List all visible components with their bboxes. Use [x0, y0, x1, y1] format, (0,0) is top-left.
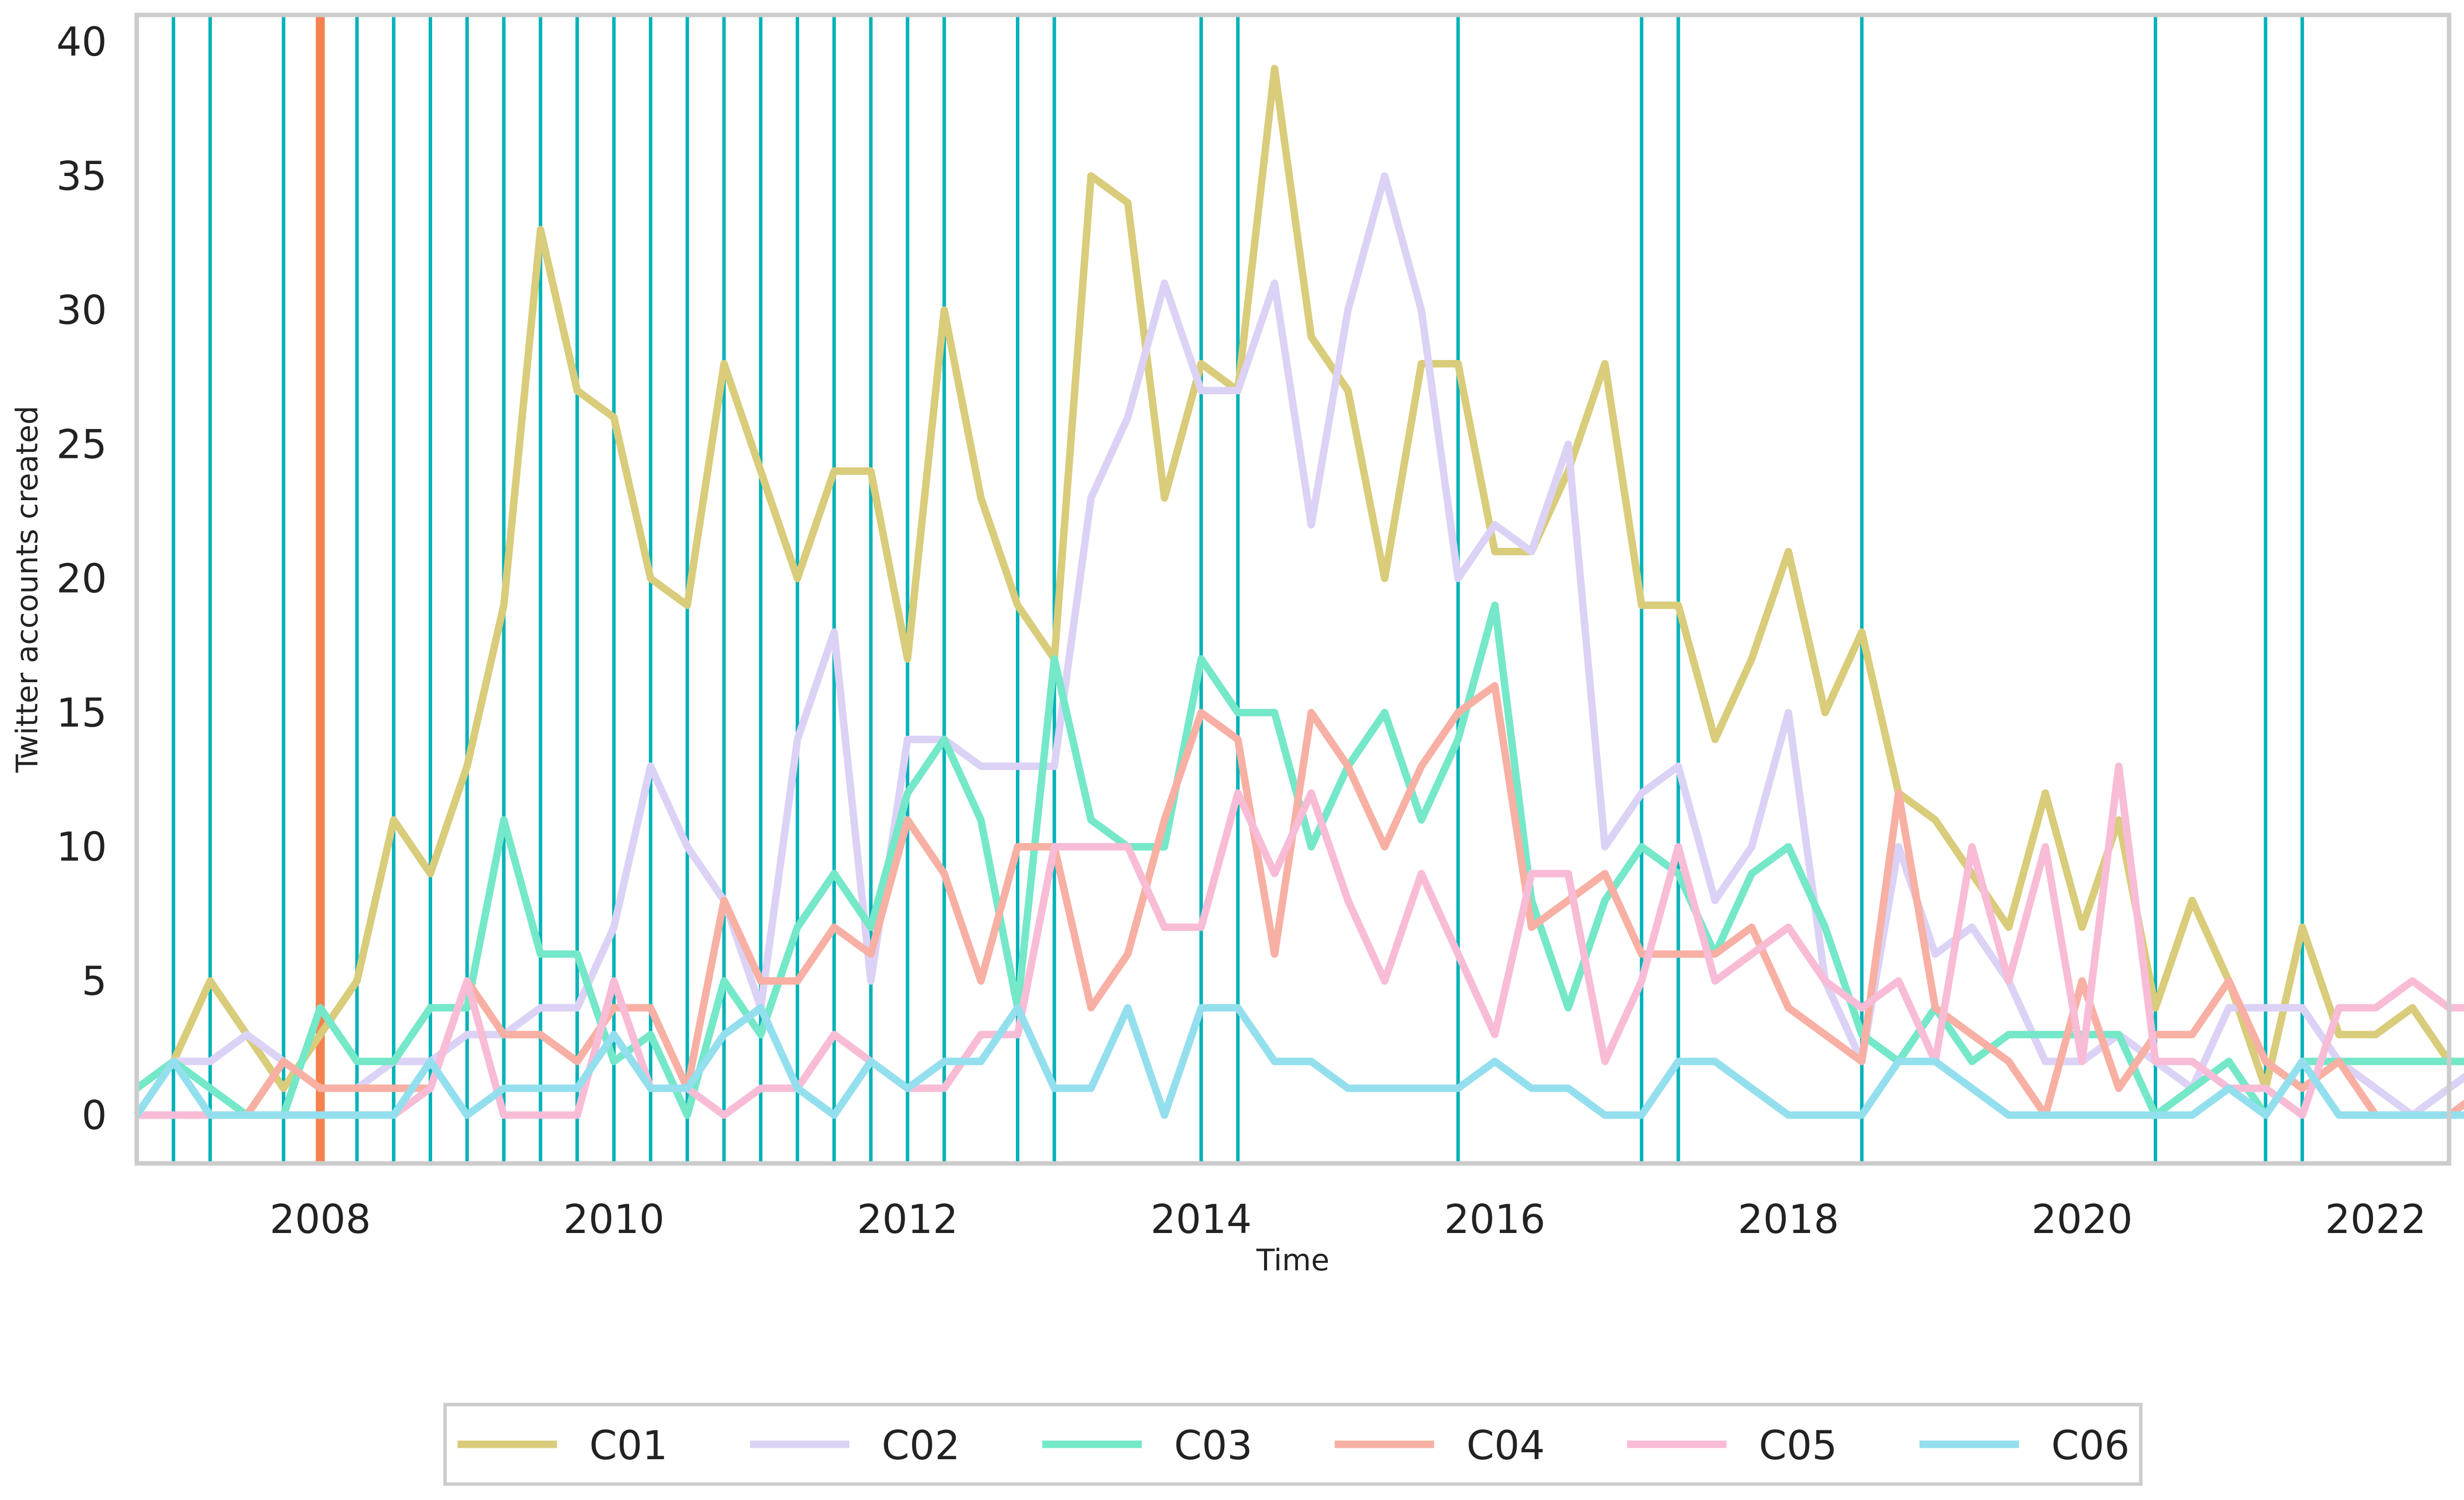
y-tick-label: 35	[56, 153, 107, 199]
legend-label: C02	[882, 1422, 960, 1469]
plot-frame	[134, 12, 2452, 1166]
event-lines	[172, 15, 2304, 1163]
x-tick-label: 2008	[270, 1196, 371, 1242]
y-tick-label: 20	[56, 555, 107, 602]
series-line-c04	[137, 682, 2464, 1119]
y-tick-label: 30	[56, 287, 107, 334]
series-line-c02	[133, 172, 2464, 1119]
y-tick-label: 0	[82, 1092, 107, 1139]
x-tick-label: 2012	[857, 1196, 958, 1242]
x-tick-label: 2020	[2031, 1196, 2133, 1242]
x-axis-title: Time	[1256, 1243, 1330, 1278]
legend-label: C06	[2051, 1422, 2130, 1469]
series-line-c01	[134, 65, 2464, 1092]
y-tick-label: 5	[82, 958, 107, 1004]
legend-label: C03	[1174, 1422, 1253, 1469]
axis-ticks: 2008 2010 2012 2014 2016 2018 2020 2022 0 5 10 15 20…	[56, 19, 2426, 1242]
y-tick-label: 40	[56, 19, 107, 65]
legend-label: C01	[589, 1422, 668, 1469]
x-tick-label: 2016	[1444, 1196, 1546, 1242]
legend-label: C05	[1759, 1422, 1837, 1469]
x-tick-label: 2010	[563, 1196, 665, 1242]
x-tick-label: 2014	[1151, 1196, 1252, 1242]
legend: C01 C02 C03 C04 C05 C06	[443, 1403, 2143, 1486]
x-tick-label: 2018	[1738, 1196, 1839, 1242]
series-line-c03	[134, 601, 2464, 1119]
y-axis-title: Twitter accounts created	[10, 406, 45, 773]
x-tick-label: 2022	[2325, 1196, 2427, 1242]
series-lines	[133, 65, 2464, 1119]
y-tick-label: 25	[56, 422, 107, 468]
y-tick-label: 10	[56, 824, 107, 870]
legend-box	[443, 1403, 2143, 1486]
y-tick-label: 15	[56, 690, 107, 736]
legend-label: C04	[1466, 1422, 1545, 1469]
series-line-c06	[133, 1004, 2464, 1119]
series-line-c05	[137, 762, 2464, 1119]
